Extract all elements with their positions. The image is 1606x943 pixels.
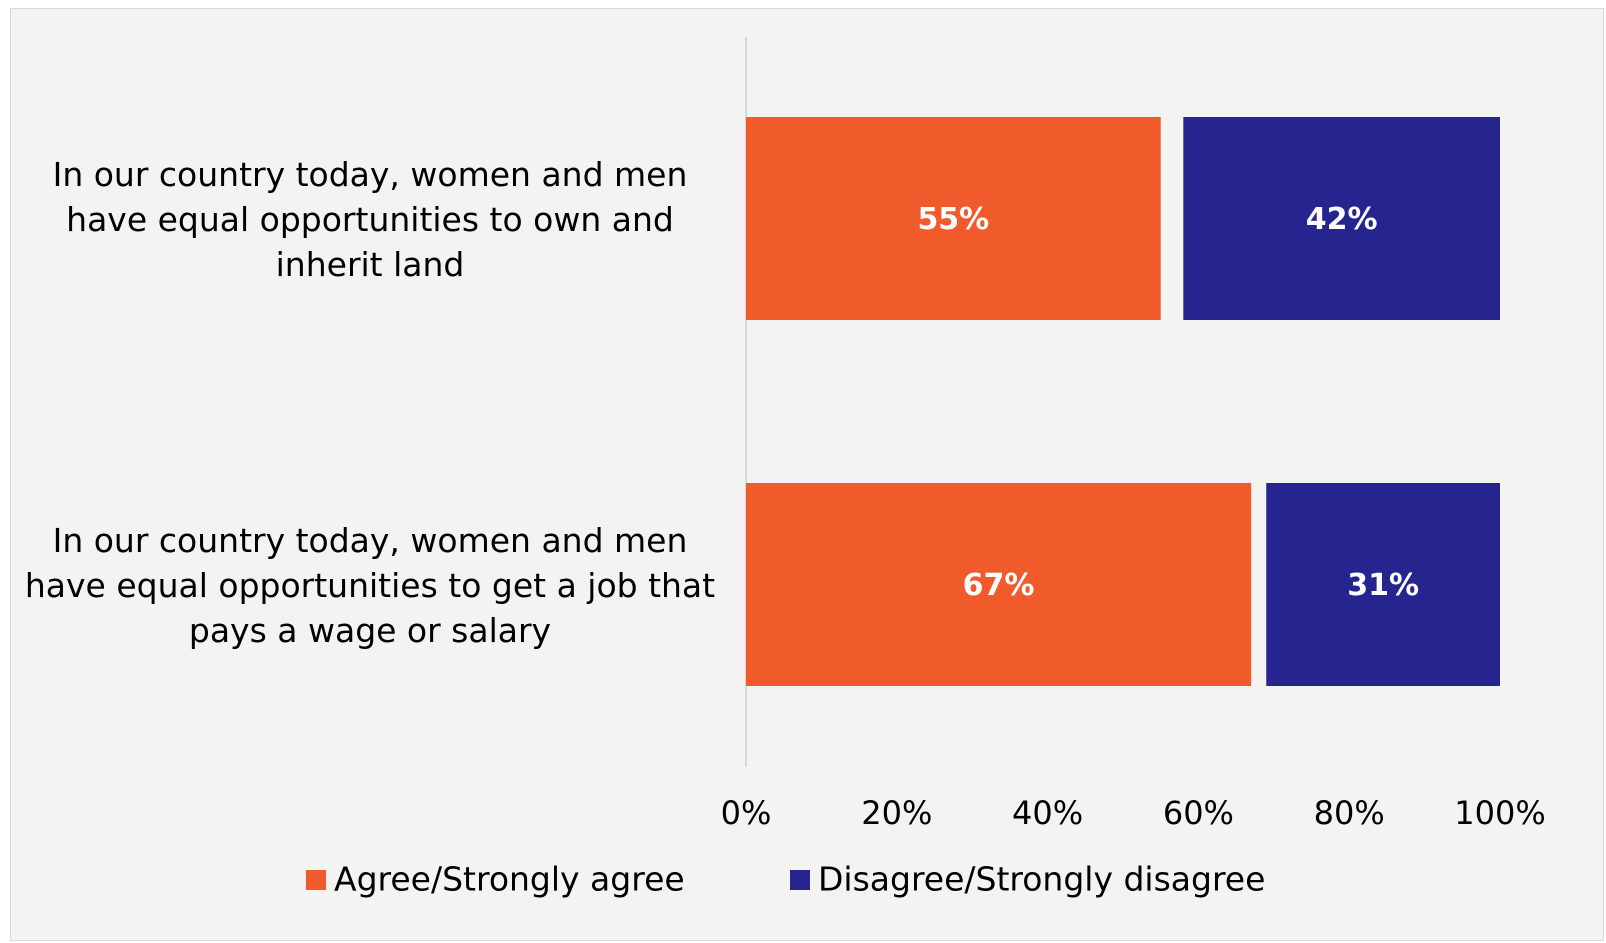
category-label: In our country today, women and men have…: [24, 520, 716, 650]
legend-swatch: [306, 870, 326, 890]
x-tick-label: 40%: [1012, 794, 1083, 832]
x-tick-label: 80%: [1314, 794, 1385, 832]
legend-swatch: [790, 870, 810, 890]
legend-label: Agree/Strongly agree: [334, 860, 685, 899]
x-tick-label: 100%: [1454, 794, 1545, 832]
x-tick-label: 0%: [721, 794, 772, 832]
category-label: In our country today, women and men have…: [52, 154, 688, 284]
legend-label: Disagree/Strongly disagree: [818, 860, 1265, 899]
bar: [746, 483, 1252, 686]
bar: [746, 117, 1161, 320]
bar: [1266, 483, 1500, 686]
data-label: 31%: [1347, 568, 1419, 603]
bar: [1183, 117, 1500, 320]
data-label: 42%: [1306, 202, 1378, 237]
data-label: 55%: [917, 202, 989, 237]
data-label: 67%: [963, 568, 1035, 603]
x-tick-label: 20%: [861, 794, 932, 832]
x-tick-label: 60%: [1163, 794, 1234, 832]
